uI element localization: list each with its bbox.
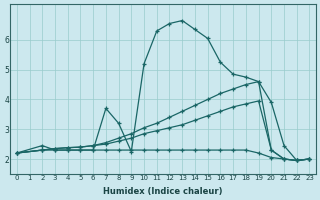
X-axis label: Humidex (Indice chaleur): Humidex (Indice chaleur) [103, 187, 223, 196]
